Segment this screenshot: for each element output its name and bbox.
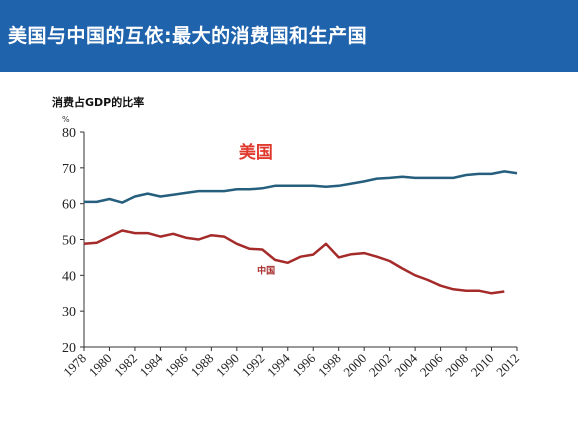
- chart-axes: %203040506070801978198019821984198619881…: [60, 115, 522, 380]
- slide-title: 美国与中国的互依:最大的消费国和生产国: [8, 25, 368, 47]
- series-line-0: [84, 170, 518, 204]
- x-tick-label: 2004: [391, 350, 420, 379]
- chart-title: 消费占GDP的比率: [52, 96, 145, 109]
- x-tick-label: 1998: [315, 351, 344, 380]
- y-tick-label: 30: [62, 305, 76, 320]
- y-tick-label: 70: [62, 162, 76, 177]
- x-tick-label: 2008: [442, 351, 471, 380]
- series-label-0: 美国: [239, 142, 273, 163]
- y-tick-label: 50: [62, 234, 76, 249]
- x-tick-label: 1990: [213, 351, 242, 380]
- y-tick-label: 60: [62, 198, 76, 213]
- x-tick-label: 1984: [137, 350, 166, 379]
- x-tick-label: 1994: [264, 350, 293, 379]
- y-axis-unit-label: %: [62, 115, 70, 124]
- series-line-1: [83, 229, 505, 295]
- x-tick-label: 2006: [417, 350, 446, 379]
- x-tick-label: 1992: [238, 351, 267, 380]
- x-tick-label: 1996: [289, 350, 318, 379]
- x-tick-label: 2012: [493, 351, 522, 380]
- x-tick-label: 2010: [468, 351, 497, 380]
- series-label-1: 中国: [257, 265, 275, 277]
- x-tick-label: 2002: [366, 351, 395, 380]
- y-tick-label: 40: [62, 269, 76, 284]
- chart-series: [83, 170, 518, 295]
- x-tick-label: 2000: [340, 351, 369, 380]
- x-tick-label: 1988: [187, 351, 216, 380]
- x-tick-label: 1986: [162, 350, 191, 379]
- slide-header: 美国与中国的互依:最大的消费国和生产国: [0, 0, 578, 72]
- x-tick-label: 1982: [111, 351, 140, 380]
- y-tick-label: 80: [62, 126, 76, 141]
- x-tick-label: 1980: [86, 351, 115, 380]
- y-tick-label: 20: [62, 341, 76, 356]
